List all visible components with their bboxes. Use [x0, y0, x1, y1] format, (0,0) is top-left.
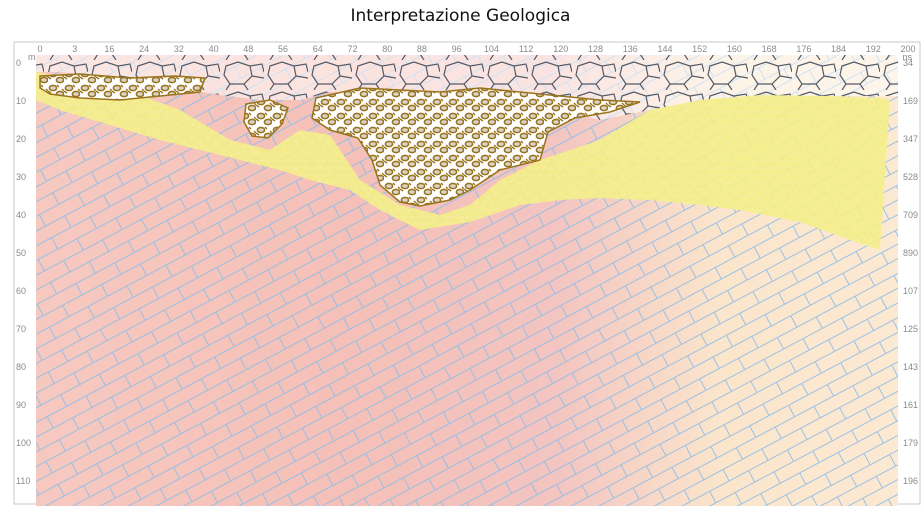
right-tick-label: 179 [903, 438, 918, 448]
x-tick-label: 192 [866, 44, 881, 54]
x-tick-label: 72 [347, 44, 357, 54]
x-tick-label: 120 [553, 44, 568, 54]
x-tick-label: 32 [174, 44, 184, 54]
x-tick-label: 80 [382, 44, 392, 54]
x-tick-label: 112 [519, 44, 533, 54]
x-tick-label: 152 [692, 44, 707, 54]
x-tick-label: 128 [588, 44, 603, 54]
right-tick-label: 107 [903, 286, 918, 296]
right-unit-label: ns [902, 52, 912, 62]
right-tick-label: 161 [903, 400, 918, 410]
x-tick-label: 176 [796, 44, 811, 54]
right-tick-label: 169 [903, 96, 918, 106]
left-tick-label: 60 [16, 286, 26, 296]
gravel-lens-small [243, 99, 289, 139]
sand-unit-texture [36, 72, 890, 250]
x-tick-label: 88 [417, 44, 427, 54]
cobble-unit-texture [36, 55, 898, 120]
x-tick-label: 104 [484, 44, 499, 54]
x-tick-label: 0 [37, 44, 42, 54]
left-tick-label: 20 [16, 134, 26, 144]
x-tick-label: 3 [72, 44, 77, 54]
left-tick-label: 10 [16, 96, 26, 106]
x-tick-label: 40 [209, 44, 219, 54]
x-tick-label: 168 [762, 44, 777, 54]
right-tick-label: 125 [903, 324, 918, 334]
x-tick-label: 56 [278, 44, 288, 54]
top-unit-label: m [28, 52, 36, 62]
gravel-lens-left [39, 73, 207, 101]
left-tick-label: 50 [16, 248, 26, 258]
right-tick-label: 528 [903, 172, 918, 182]
right-tick-label: 890 [903, 248, 918, 258]
right-tick-label: 143 [903, 362, 918, 372]
x-tick-label: 136 [623, 44, 638, 54]
left-tick-label: 80 [16, 362, 26, 372]
right-tick-label: 709 [903, 210, 918, 220]
left-tick-label: 90 [16, 400, 26, 410]
diagram-title: Interpretazione Geologica [350, 6, 571, 26]
x-tick-label: 64 [313, 44, 323, 54]
left-tick-label: 110 [16, 476, 30, 486]
left-tick-label: 0 [16, 58, 21, 68]
left-tick-label: 30 [16, 172, 26, 182]
x-tick-label: 96 [452, 44, 462, 54]
axis-labels: 0 3 16 24 32 40 48 56 64 72 80 88 96 104 112 120 128 136 1… [16, 44, 918, 486]
x-tick-label: 184 [831, 44, 846, 54]
gravel-lens-main [311, 87, 641, 207]
left-tick-label: 100 [16, 438, 31, 448]
x-tick-label: 24 [139, 44, 149, 54]
x-tick-label: 48 [243, 44, 253, 54]
right-tick-label: 34 [903, 58, 913, 68]
left-tick-label: 70 [16, 324, 26, 334]
x-tick-label: 144 [657, 44, 672, 54]
right-tick-label: 347 [903, 134, 918, 144]
x-tick-label: 200 [900, 44, 915, 54]
left-tick-label: 40 [16, 210, 26, 220]
x-tick-label: 16 [104, 44, 114, 54]
x-tick-label: 160 [727, 44, 742, 54]
right-tick-label: 196 [903, 476, 918, 486]
